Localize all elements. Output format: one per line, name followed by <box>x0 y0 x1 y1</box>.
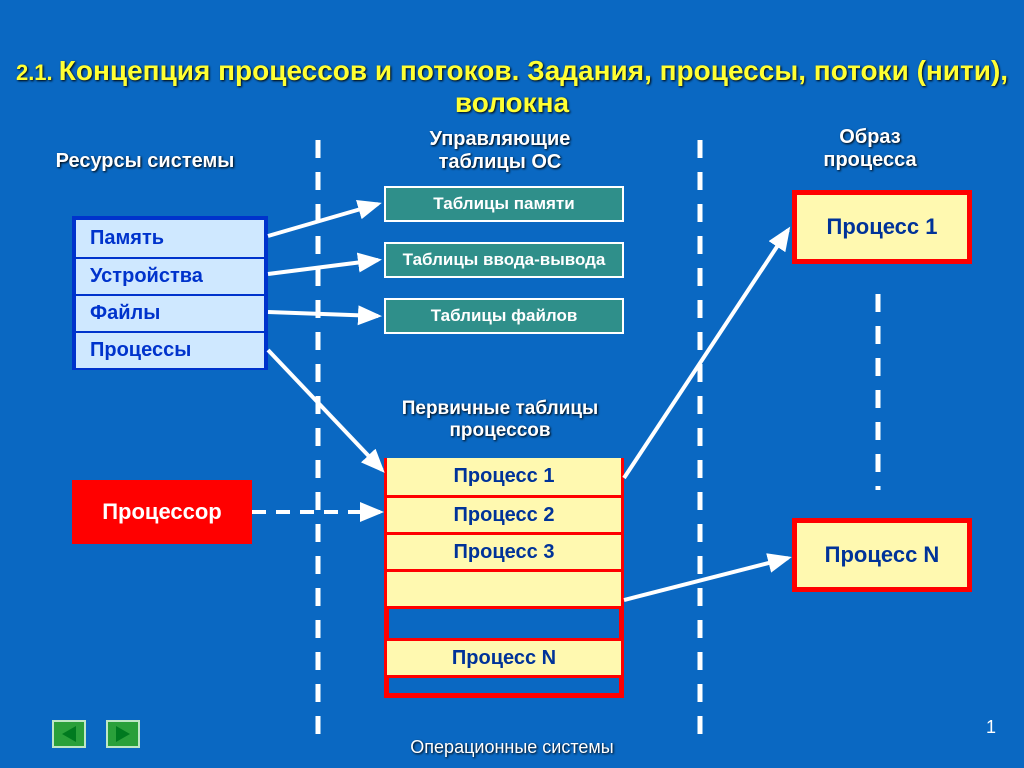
col-head-tables-line0: Управляющие <box>360 128 640 151</box>
chevron-right-icon <box>116 726 130 742</box>
primtable-row-2: Процесс 3 <box>384 532 624 572</box>
nav-prev-button[interactable] <box>52 720 86 748</box>
col-head-image-line1: процесса <box>730 149 1010 172</box>
resource-row-1: Устройства <box>76 257 264 294</box>
primtable-gap <box>389 609 619 641</box>
col-head-tables-line1: таблицы ОС <box>360 151 640 174</box>
col-head-image: Образпроцесса <box>730 126 1010 172</box>
os-table-0: Таблицы памяти <box>384 186 624 222</box>
process-box-1: Процесс N <box>792 518 972 592</box>
process-box-0: Процесс 1 <box>792 190 972 264</box>
primtable-header-l1: процессов <box>360 420 640 442</box>
slide-title: 2.1. Концепция процессов и потоков. Зада… <box>0 55 1024 119</box>
primtable-header-l0: Первичные таблицы <box>360 398 640 420</box>
col-head-resources-line0: Ресурсы системы <box>5 150 285 173</box>
footer-text: Операционные системы <box>0 737 1024 758</box>
resource-row-2: Файлы <box>76 294 264 331</box>
os-table-2: Таблицы файлов <box>384 298 624 334</box>
resource-row-3: Процессы <box>76 331 264 368</box>
chevron-left-icon <box>62 726 76 742</box>
title-main: Концепция процессов и потоков. Задания, … <box>59 55 1008 118</box>
nav-next-button[interactable] <box>106 720 140 748</box>
primtable-row-1: Процесс 2 <box>384 495 624 535</box>
col-head-resources: Ресурсы системы <box>5 150 285 173</box>
primtable-container: Процесс 1Процесс 2Процесс 3 Процесс N <box>384 458 624 698</box>
resource-row-0: Память <box>76 220 264 257</box>
processor-box: Процессор <box>72 480 252 544</box>
col-head-image-line0: Образ <box>730 126 1010 149</box>
primtable-header: Первичные таблицыпроцессов <box>360 398 640 442</box>
resources-container: ПамятьУстройстваФайлыПроцессы <box>72 216 268 370</box>
col-head-tables: Управляющиетаблицы ОС <box>360 128 640 174</box>
page-number: 1 <box>986 717 996 738</box>
primtable-row-3 <box>384 569 624 609</box>
os-table-1: Таблицы ввода-вывода <box>384 242 624 278</box>
title-prefix: 2.1. <box>16 60 59 85</box>
primtable-row-0: Процесс 1 <box>384 458 624 498</box>
primtable-row-5: Процесс N <box>384 638 624 678</box>
